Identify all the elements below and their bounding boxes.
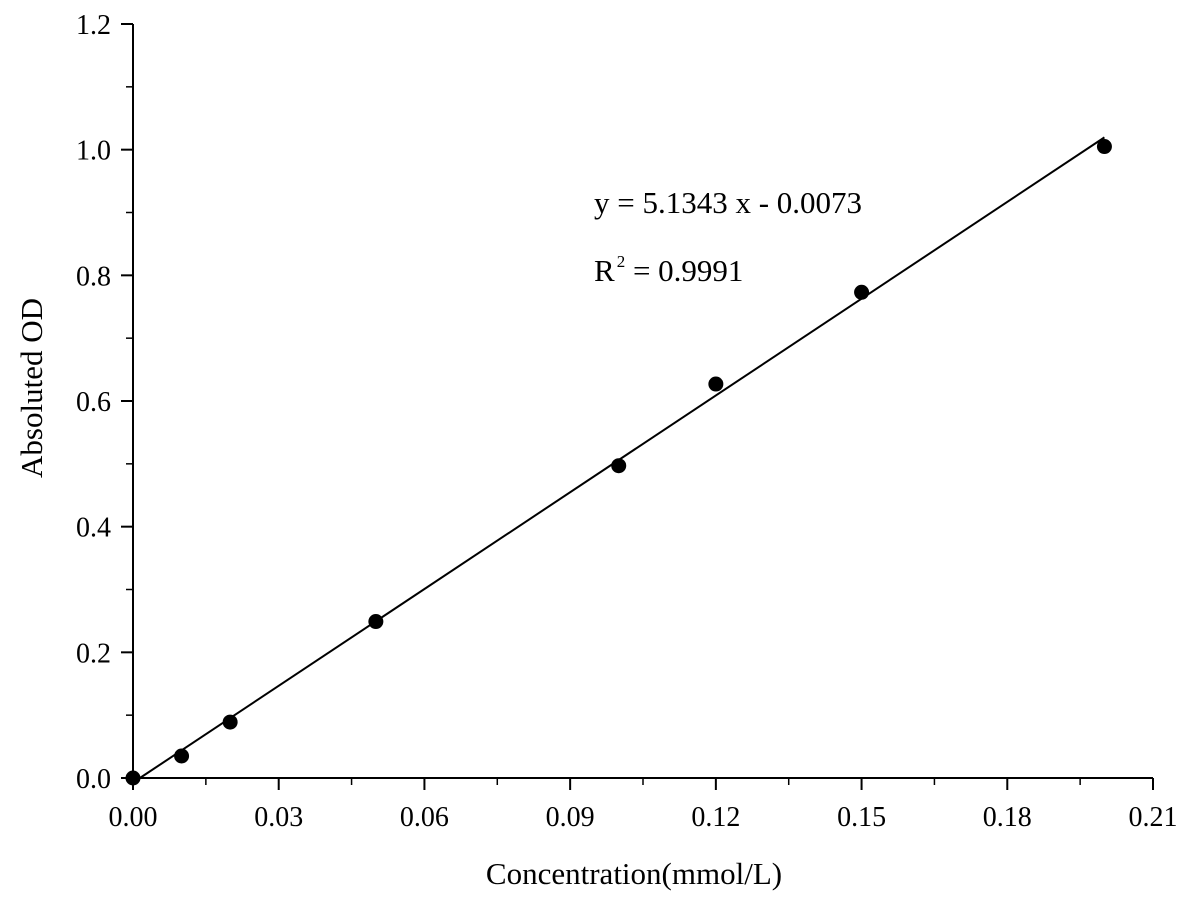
data-point [611,458,627,474]
r-squared-exponent: 2 [617,252,626,271]
x-tick-label: 0.03 [254,802,303,833]
y-axis-title: Absoluted OD [14,298,49,478]
r-squared-prefix: R [594,253,615,288]
y-tick-label: 1.0 [76,136,111,167]
data-point [854,284,870,300]
x-tick-label: 0.00 [109,802,158,833]
data-point [222,714,238,730]
x-tick-label: 0.15 [837,802,886,833]
y-tick-label: 0.6 [76,387,111,418]
data-point [708,376,724,392]
y-tick-label: 1.2 [76,10,111,41]
x-tick-label: 0.09 [546,802,595,833]
y-tick-label: 0.8 [76,261,111,292]
y-tick-label: 0.2 [76,638,111,669]
x-axis-title: Concentration(mmol/L) [486,856,782,891]
axes: 0.00 0.03 0.06 0.09 0.12 0.15 0.18 0.21 0.0 0.2 0.… [76,10,1178,833]
x-tick-label: 0.12 [691,802,740,833]
y-tick-label: 0.0 [76,764,111,795]
data-point [368,614,384,630]
data-point [174,748,190,764]
data-point [1096,139,1112,155]
fit-line [139,136,1105,779]
r-squared-value: = 0.9991 [625,253,743,288]
data-point [125,770,141,786]
x-tick-label: 0.21 [1129,802,1178,833]
fit-equation: y = 5.1343 x - 0.0073 [594,185,862,220]
y-tick-label: 0.4 [76,513,111,544]
x-tick-label: 0.18 [983,802,1032,833]
x-tick-label: 0.06 [400,802,449,833]
plot-area [125,136,1112,786]
